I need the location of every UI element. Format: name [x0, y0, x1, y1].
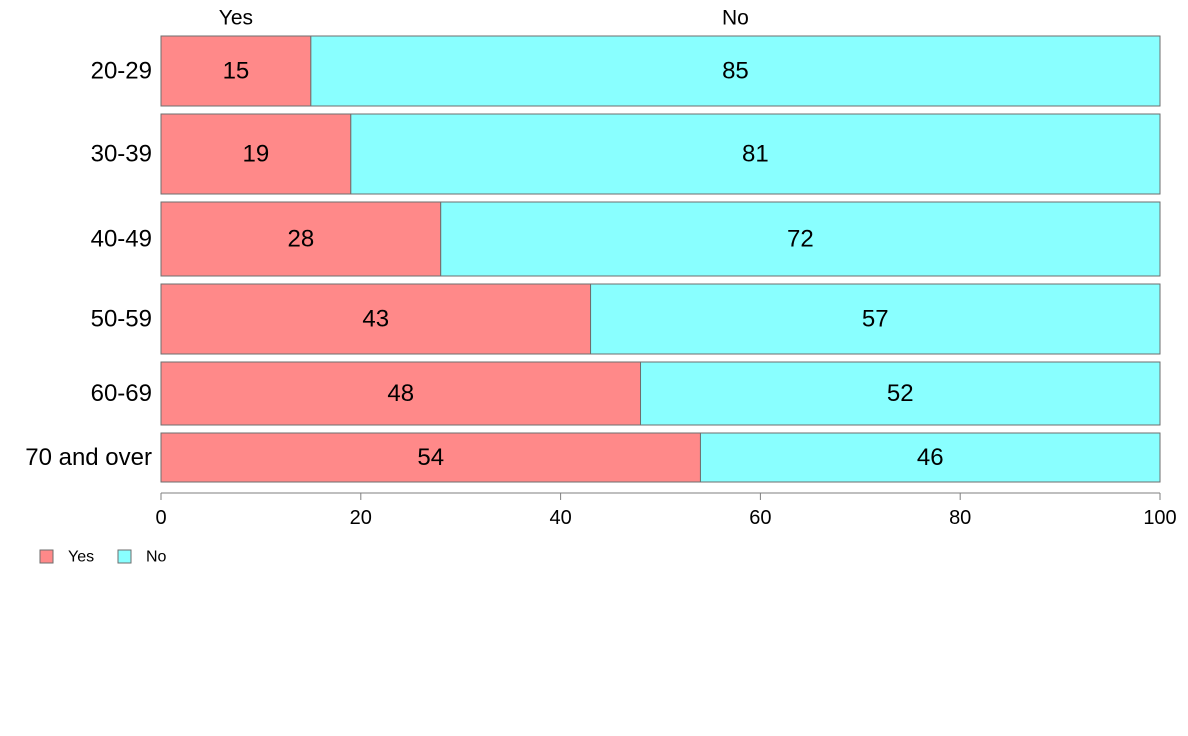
category-label-30-39: 30-39: [91, 141, 152, 168]
x-tick-label-60: 60: [749, 507, 771, 529]
data-label-no-50-59: 57: [862, 306, 889, 333]
x-tick-label-100: 100: [1143, 507, 1176, 529]
legend: Yes No: [39, 549, 167, 566]
data-label-no-30-39: 81: [742, 141, 769, 168]
series-top-labels: Yes No: [219, 7, 749, 30]
x-tick-label-80: 80: [949, 507, 971, 529]
data-label-no-40-49: 72: [787, 226, 814, 253]
category-label-50-59: 50-59: [91, 306, 152, 333]
data-label-yes-40-49: 28: [288, 226, 315, 253]
category-label-60-69: 60-69: [91, 380, 152, 407]
bar-no-40-49: [440, 201, 1161, 277]
legend-label-yes: Yes: [68, 549, 94, 566]
category-labels: 20-29 30-39 40-49 50-59 60-69 70 and over: [25, 58, 152, 472]
bar-yes-50-59: [160, 283, 592, 355]
data-label-yes-30-39: 19: [243, 141, 270, 168]
bar-no-30-39: [350, 113, 1161, 195]
legend-swatch-yes: [39, 549, 54, 564]
bar-yes-40-49: [160, 201, 442, 277]
bar-no-60-69: [640, 361, 1161, 426]
bar-no-70-and-over: [699, 432, 1161, 483]
data-label-no-20-29: 85: [722, 58, 749, 85]
data-label-yes-60-69: 48: [387, 380, 414, 407]
category-label-70-and-over: 70 and over: [25, 444, 152, 471]
x-tick-label-40: 40: [549, 507, 571, 529]
category-label-20-29: 20-29: [91, 58, 152, 85]
bar-yes-30-39: [160, 113, 352, 195]
data-label-yes-50-59: 43: [362, 306, 389, 333]
x-axis: 0 20 40 60 80 100: [155, 492, 1177, 529]
bar-yes-20-29: [160, 35, 312, 107]
data-label-no-60-69: 52: [887, 380, 914, 407]
bars-group: 15 85 19 81 28 72 43 57 48 52 54 46: [160, 35, 1161, 483]
series-top-label-no: No: [722, 7, 749, 30]
data-label-yes-70-and-over: 54: [417, 444, 444, 471]
series-top-label-yes: Yes: [219, 7, 253, 30]
data-label-yes-20-29: 15: [223, 58, 250, 85]
legend-swatch-no: [117, 549, 132, 564]
data-label-no-70-and-over: 46: [917, 444, 944, 471]
bar-no-20-29: [310, 35, 1161, 107]
x-tick-label-0: 0: [155, 507, 166, 529]
x-tick-label-20: 20: [350, 507, 372, 529]
bar-yes-60-69: [160, 361, 642, 426]
legend-label-no: No: [146, 549, 167, 566]
category-label-40-49: 40-49: [91, 226, 152, 253]
bar-no-50-59: [590, 283, 1161, 355]
